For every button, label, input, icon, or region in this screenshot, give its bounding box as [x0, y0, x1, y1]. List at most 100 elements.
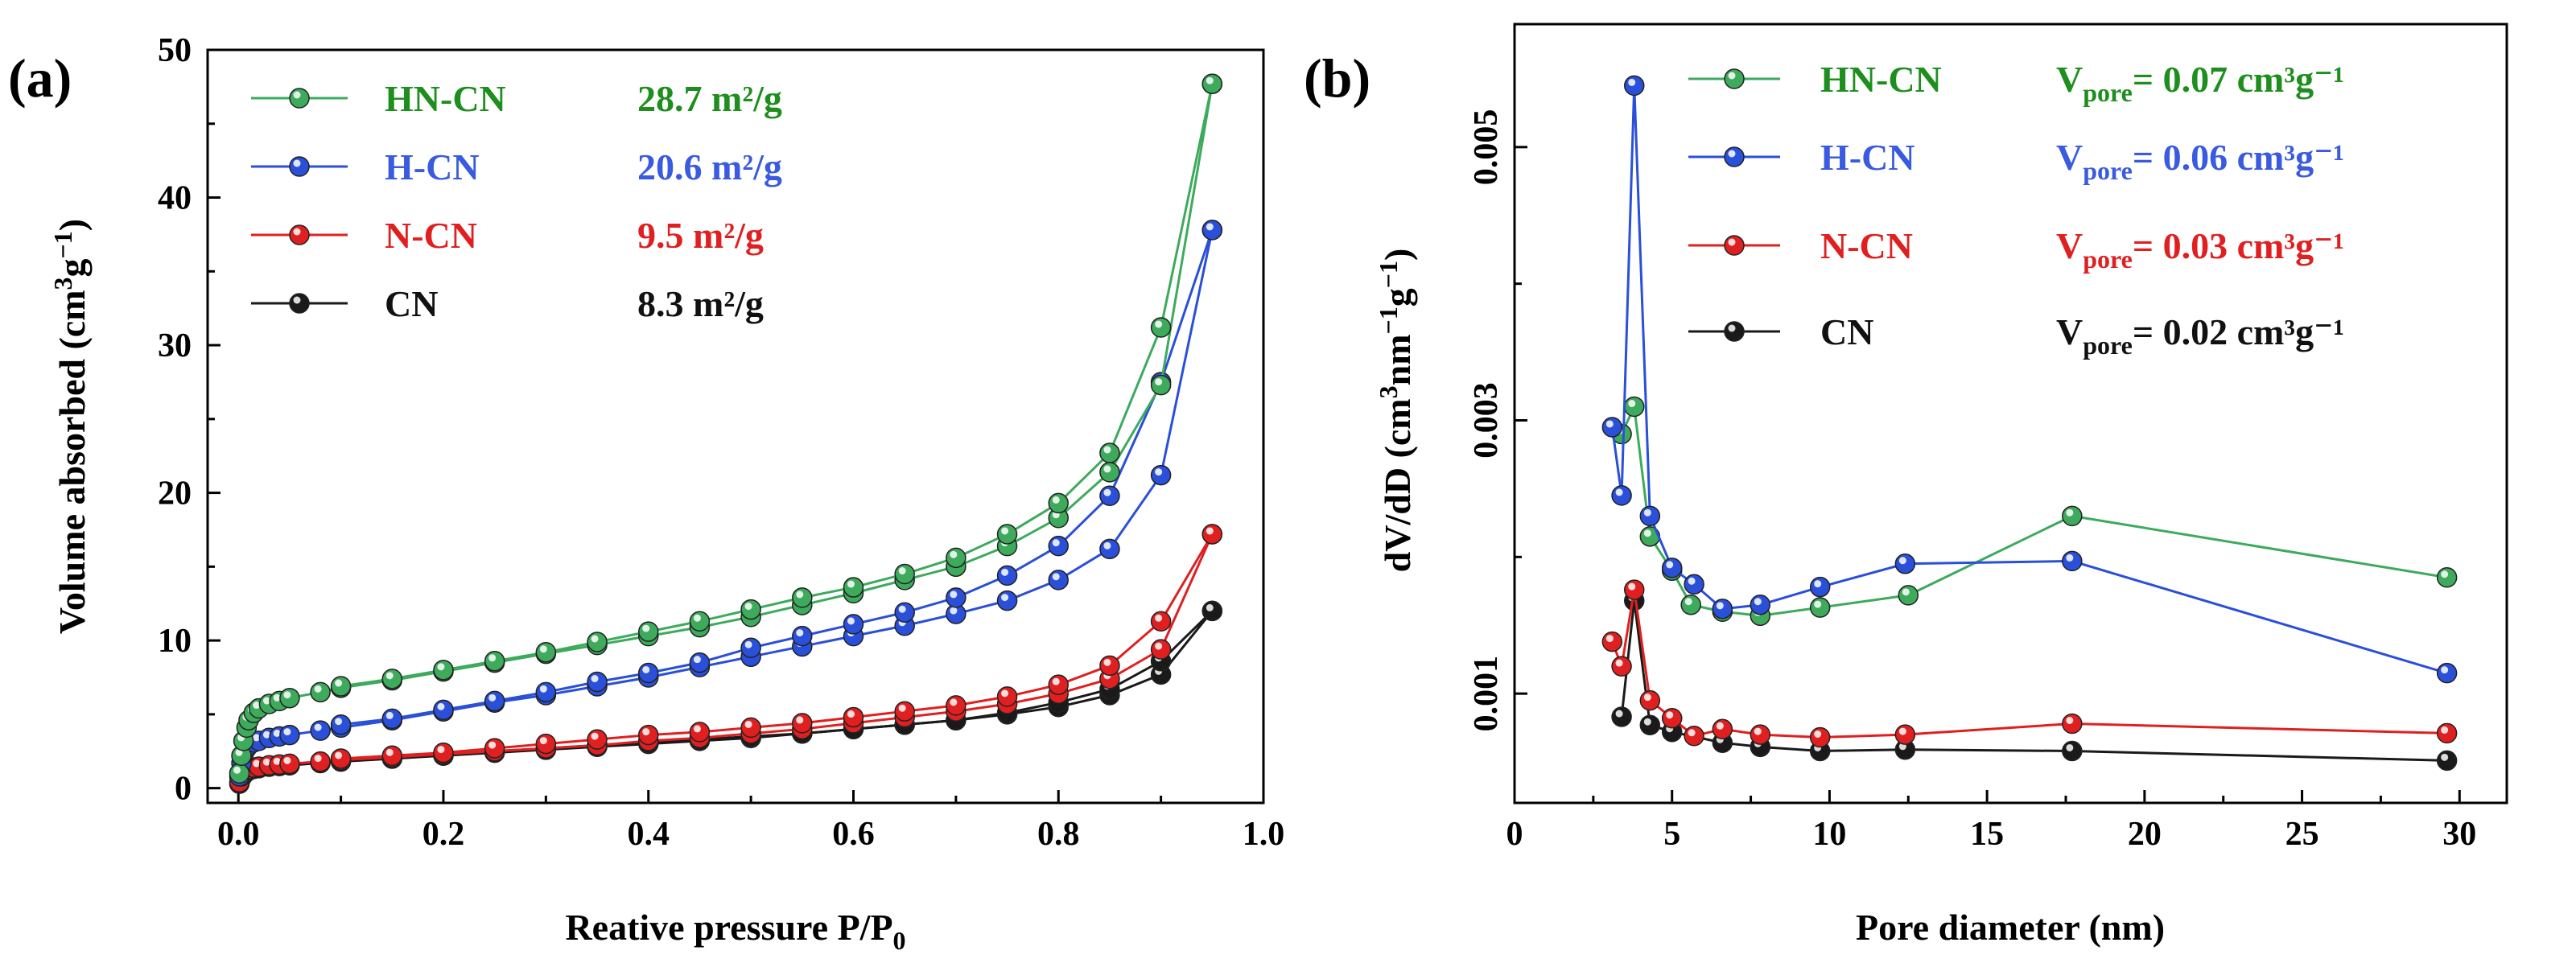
a-desorption-point — [689, 722, 711, 743]
a-desorption-point-highlight — [1001, 527, 1009, 535]
a-legend-item-N-CN: N-CN 9.5 m²/g — [251, 215, 764, 256]
b-data-point — [2436, 750, 2458, 772]
a-legend-marker-highlight — [293, 228, 301, 236]
b-data-point-highlight — [1643, 508, 1651, 516]
b-data-point — [1750, 595, 1771, 615]
b-data-point-highlight — [2066, 743, 2074, 751]
a-adsorption-point-highlight — [262, 697, 270, 705]
a-desorption-point — [740, 637, 761, 659]
b-data-point — [1809, 597, 1831, 618]
panel-b: (b) 0 5 10 15 20 25 30 0.001 0.003 0.005 HN-CN Vpo… — [1304, 23, 2508, 948]
a-desorption-point — [381, 669, 403, 689]
b-data-point-highlight — [1666, 561, 1674, 569]
b-series-line — [1610, 589, 2447, 739]
a-desorption-point-highlight — [1052, 677, 1060, 685]
a-desorption-point-highlight — [642, 624, 650, 632]
b-y-tick-label: 0.001 — [1468, 656, 1505, 732]
a-desorption-point — [894, 563, 915, 585]
a-desorption-point — [689, 611, 711, 632]
a-adsorption-point-highlight — [1155, 378, 1163, 386]
panel-a-label: (a) — [8, 47, 72, 109]
a-desorption-point-highlight — [539, 737, 547, 745]
a-adsorption-line — [238, 533, 1214, 783]
a-desorption-point — [1201, 220, 1223, 241]
b-x-tick-label: 25 — [2285, 816, 2319, 853]
b-data-point-highlight — [1814, 730, 1822, 738]
a-desorption-point-highlight — [591, 675, 599, 683]
a-desorption-line — [340, 533, 1214, 760]
a-desorption-point-highlight — [1103, 446, 1111, 454]
b-data-point-highlight — [1902, 588, 1910, 596]
b-data-point — [1623, 75, 1645, 97]
a-desorption-point-highlight — [385, 672, 394, 680]
a-desorption-point — [946, 587, 967, 608]
b-data-point-highlight — [1754, 598, 1762, 606]
panel-a-series — [229, 73, 1223, 794]
b-data-point — [2062, 550, 2083, 572]
b-data-point-highlight — [1615, 488, 1623, 496]
b-data-point-highlight — [2441, 666, 2449, 674]
b-x-tick-label: 30 — [2442, 816, 2476, 853]
b-pore-volume-annotation: Vpore= 0.07 cm³g⁻¹ — [2056, 59, 2344, 107]
a-adsorption-point — [279, 753, 300, 775]
a-desorption-point-highlight — [898, 704, 906, 712]
b-data-point-highlight — [1643, 693, 1651, 702]
b-legend-marker — [1724, 321, 1745, 342]
a-desorption-point-highlight — [693, 656, 701, 664]
b-series-CN — [1611, 590, 2458, 772]
a-desorption-point-highlight — [950, 698, 958, 706]
b-series-line — [1620, 600, 2447, 762]
a-adsorption-point-highlight — [283, 756, 291, 764]
b-data-point-highlight — [1684, 598, 1692, 606]
a-desorption-point-highlight — [437, 702, 445, 710]
b-pore-volume-annotation: Vpore= 0.06 cm³g⁻¹ — [2056, 137, 2344, 185]
a-desorption-point — [1048, 674, 1069, 695]
a-desorption-point-highlight — [591, 732, 599, 740]
panel-a: (a) 0.0 0.2 0.4 0.6 0.8 1.0 0 10 20 30 40 50 HN-CN 2… — [8, 32, 1284, 955]
a-desorption-point — [1201, 524, 1223, 545]
a-desorption-point-highlight — [1206, 76, 1214, 84]
a-desorption-point — [946, 695, 967, 716]
b-x-tick-label: 15 — [1970, 816, 2004, 853]
a-adsorption-point-highlight — [283, 728, 291, 736]
a-legend-marker-highlight — [293, 296, 301, 304]
b-data-point — [1639, 505, 1661, 527]
a-legend-marker-highlight — [293, 159, 301, 167]
a-adsorption-point-highlight — [273, 729, 281, 737]
b-legend-item-CN: CN Vpore= 0.02 cm³g⁻¹ — [1688, 311, 2344, 360]
b-data-point-highlight — [1628, 400, 1636, 408]
a-desorption-point — [1201, 73, 1223, 94]
b-data-point — [2062, 713, 2083, 735]
a-adsorption-point-highlight — [314, 685, 322, 693]
a-series-N-CN — [229, 524, 1223, 793]
b-data-point-highlight — [2066, 717, 2074, 725]
a-adsorption-point-highlight — [253, 702, 261, 710]
b-data-point — [1611, 706, 1632, 727]
b-data-point — [1894, 724, 1916, 745]
b-data-point-highlight — [1605, 420, 1614, 428]
b-legend-label: H-CN — [1820, 137, 1915, 178]
b-series-line — [1620, 402, 2447, 617]
a-adsorption-point-highlight — [314, 723, 322, 731]
b-legend-item-HN-CN: HN-CN Vpore= 0.07 cm³g⁻¹ — [1688, 59, 2344, 107]
a-desorption-point-highlight — [1103, 658, 1111, 666]
a-desorption-point — [535, 642, 557, 663]
a-x-tick-label: 0.6 — [832, 816, 875, 853]
panel-a-x-axis-title: Reative pressure P/P0 — [565, 907, 905, 955]
a-desorption-point-highlight — [437, 663, 445, 671]
b-data-point — [1750, 724, 1771, 745]
a-series-CN — [229, 600, 1223, 794]
a-desorption-point — [587, 632, 608, 652]
a-adsorption-point-highlight — [253, 759, 261, 768]
a-desorption-point — [946, 547, 967, 569]
a-desorption-point-highlight — [1001, 689, 1009, 698]
a-legend-marker — [289, 88, 310, 109]
a-desorption-point — [433, 660, 454, 681]
a-desorption-point — [637, 621, 659, 642]
b-data-point — [1661, 558, 1683, 578]
a-legend-item-CN: CN 8.3 m²/g — [251, 283, 764, 324]
a-desorption-point — [792, 625, 813, 647]
a-adsorption-point — [996, 590, 1018, 611]
b-data-point — [1898, 585, 1919, 606]
